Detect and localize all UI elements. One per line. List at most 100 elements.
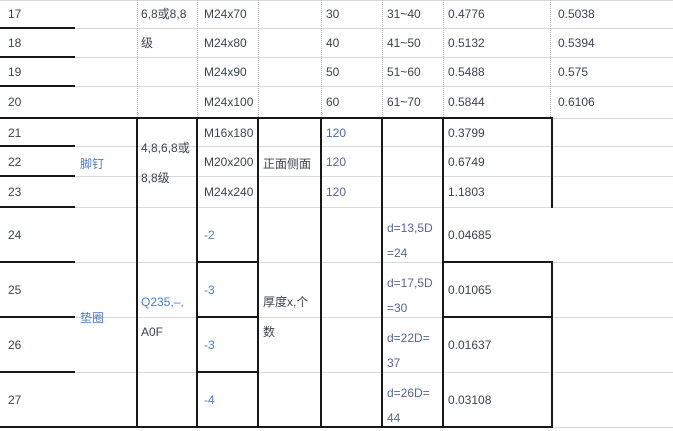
cell-spec: 6,8或8,8 级 — [137, 0, 197, 117]
border-line-v — [136, 117, 138, 428]
grid-line-h — [75, 146, 673, 147]
border-line-h — [0, 206, 75, 208]
spec-line: A0F — [141, 325, 164, 339]
border-line-h — [197, 371, 258, 373]
dimension-line: =30 — [387, 301, 408, 315]
cell-spec: Q235,–, A0F — [137, 208, 197, 426]
grid-line-h — [75, 207, 673, 208]
border-line-h — [197, 261, 258, 263]
grid-line-v — [382, 0, 383, 117]
cell-row-number: 19 — [8, 65, 22, 79]
cell-model: M24x240 — [204, 185, 254, 199]
border-line-v — [551, 261, 553, 428]
cell-weight-2: 0.5394 — [558, 36, 595, 50]
border-line-h — [0, 316, 75, 318]
border-line-h — [0, 261, 75, 263]
cell-range: 51~60 — [387, 65, 421, 79]
dimension-line: 37 — [387, 356, 401, 370]
cell-model: M24x100 — [204, 95, 254, 109]
grid-line-h — [553, 427, 673, 428]
cell-weight-1: 0.04685 — [448, 227, 492, 242]
cell-weight-2: 0.5038 — [558, 7, 595, 21]
cell-model: -2 — [204, 227, 215, 242]
cell-quantity: 60 — [326, 95, 340, 109]
border-line-h — [197, 316, 258, 318]
grid-line-v — [137, 0, 138, 117]
cell-range: 61~70 — [387, 95, 421, 109]
spec-line: Q235,–, — [141, 295, 184, 309]
cell-weight-1: 0.6749 — [448, 154, 485, 169]
spec-line: 4,8,6,8或 — [141, 141, 190, 155]
grid-line-h — [75, 28, 673, 29]
cell-row-number: 23 — [8, 185, 22, 199]
grid-line-h — [258, 372, 673, 373]
grid-line-h — [553, 262, 673, 263]
cell-dimension: d=13,5D =24 — [382, 208, 441, 269]
label-line: 数 — [263, 325, 276, 339]
border-line-v — [196, 117, 198, 428]
border-line-v — [257, 117, 259, 428]
cell-weight-2: 0.575 — [558, 65, 589, 79]
cell-quantity: 120 — [326, 154, 347, 169]
cell-model: -4 — [204, 392, 215, 407]
cell-range: 41~50 — [387, 36, 421, 50]
cell-category-link[interactable]: 垫圈 — [80, 310, 105, 325]
border-line-v — [320, 117, 322, 428]
cell-range: 31~40 — [387, 7, 421, 21]
cell-dimension: d=26D= 44 — [382, 373, 441, 431]
border-line-h — [0, 56, 75, 58]
cell-model: M24x80 — [204, 36, 247, 50]
border-line-h — [443, 261, 553, 263]
cell-weight-1: 0.4776 — [448, 7, 485, 21]
cell-row-number: 27 — [8, 392, 22, 407]
cell-category-link[interactable]: 脚钉 — [80, 156, 105, 171]
spec-line: 6,8或8,8 — [141, 7, 187, 21]
grid-line-h — [258, 262, 443, 263]
cell-weight-1: 0.5132 — [448, 36, 485, 50]
cell-model: M24x70 — [204, 7, 247, 21]
border-line-v — [381, 117, 383, 428]
cell-model: M24x90 — [204, 65, 247, 79]
cell-model: -3 — [204, 337, 215, 352]
grid-line-v — [197, 0, 198, 117]
grid-line-v — [321, 0, 322, 117]
cell-quantity: 120 — [326, 185, 347, 199]
dimension-line: d=17,5D — [387, 276, 433, 290]
cell-model: M16x180 — [204, 125, 254, 140]
cell-row-number: 26 — [8, 337, 22, 352]
grid-line-h — [75, 176, 673, 177]
grid-line-v — [443, 0, 444, 117]
cell-spec: 4,8,6,8或 8,8级 — [137, 119, 197, 207]
border-line-h — [0, 426, 553, 428]
border-line-h — [0, 371, 75, 373]
border-line-h — [443, 316, 553, 318]
cell-quantity: 30 — [326, 7, 340, 21]
spec-line: 8,8级 — [141, 171, 170, 185]
border-line-h — [0, 175, 75, 177]
dimension-line: d=26D= — [387, 386, 430, 400]
cell-weight-2: 0.6106 — [558, 95, 595, 109]
dimension-line: d=22D= — [387, 331, 430, 345]
cell-row-number: 24 — [8, 227, 22, 242]
spec-line: 级 — [141, 35, 154, 50]
border-line-h — [0, 117, 552, 119]
grid-line-v — [258, 0, 259, 117]
border-line-h — [0, 85, 75, 87]
cell-weight-1: 0.3799 — [448, 125, 485, 140]
cell-weight-1: 0.5844 — [448, 95, 485, 109]
border-line-h — [0, 27, 75, 29]
cell-dimension: d=17,5D =30 — [382, 263, 441, 324]
grid-line-h — [0, 0, 673, 1]
dimension-line: =24 — [387, 246, 408, 260]
cell-model: -3 — [204, 282, 215, 297]
cell-row-number: 20 — [8, 95, 22, 109]
border-line-v — [442, 117, 444, 428]
cell-model: M20x200 — [204, 154, 254, 169]
cell-weight-1: 1.1803 — [448, 185, 485, 199]
cell-quantity: 40 — [326, 36, 340, 50]
grid-line-h — [258, 317, 443, 318]
dimension-line: d=13,5D — [387, 221, 433, 235]
cell-weight-1: 0.5488 — [448, 65, 485, 79]
dimension-line: 44 — [387, 411, 401, 425]
